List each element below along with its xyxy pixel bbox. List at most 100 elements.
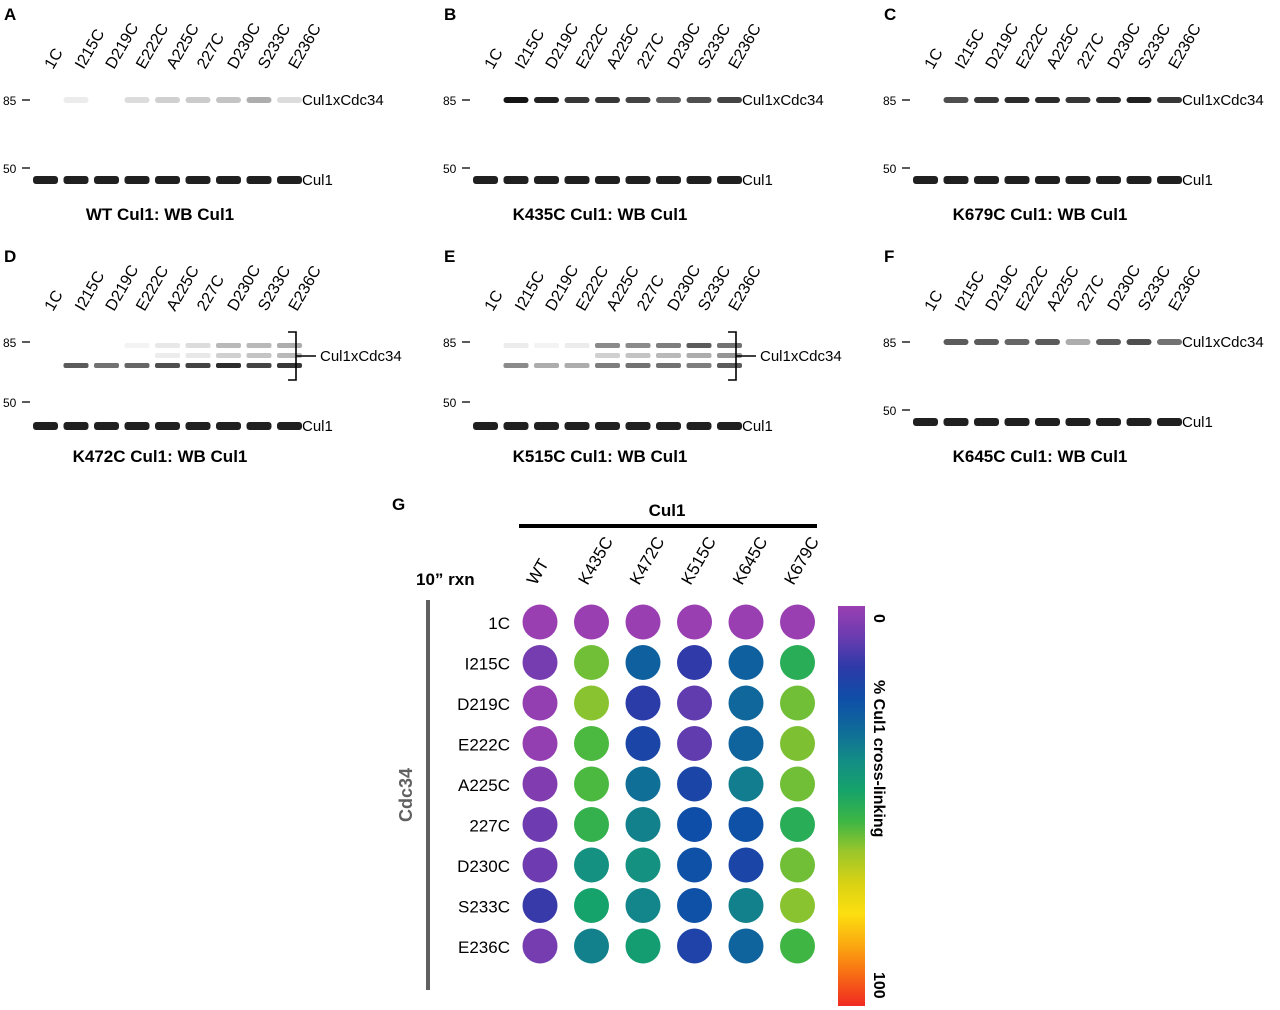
crosslink-band: [686, 343, 712, 348]
crosslink-band: [1065, 339, 1091, 345]
lane-label: 1C: [42, 288, 67, 314]
lane-label: 227C: [1074, 30, 1108, 72]
crosslink-label: Cul1xCdc34: [1182, 92, 1264, 109]
heatmap-cell: [574, 928, 609, 964]
heatmap-cell: [522, 807, 558, 842]
cul1-band: [656, 176, 681, 184]
cul1-band: [216, 176, 241, 184]
cul1-band: [124, 176, 150, 184]
heatmap-cell: [677, 604, 712, 640]
cul1-label: Cul1: [742, 418, 773, 435]
heatmap-cell: [677, 847, 712, 883]
row-label: E222C: [458, 736, 510, 755]
column-label: K679C: [781, 533, 823, 588]
heatmap-cell: [780, 685, 815, 721]
heatmap-cell: [780, 928, 815, 964]
crosslink-band: [277, 363, 302, 368]
column-label: K645C: [729, 533, 771, 588]
heatmap-cell: [780, 645, 815, 680]
column-label: K435C: [575, 533, 617, 588]
cul1-band: [124, 422, 150, 430]
cul1-label: Cul1: [1182, 172, 1213, 189]
cul1-band: [473, 422, 498, 430]
heatmap-cell: [728, 807, 764, 842]
heatmap-cell: [728, 888, 764, 923]
crosslink-band: [625, 343, 651, 348]
crosslink-band: [1004, 339, 1030, 345]
mw-marker-50: 50: [3, 396, 17, 410]
panel-letter: F: [884, 247, 894, 266]
lane-label: I215C: [72, 27, 108, 72]
lane-label: I215C: [952, 269, 988, 314]
crosslink-band: [124, 363, 150, 368]
crosslink-band: [503, 363, 529, 368]
crosslink-band: [216, 97, 241, 103]
crosslink-band: [277, 343, 302, 348]
crosslink-band: [974, 97, 999, 103]
crosslink-band: [686, 363, 712, 368]
lane-label: 227C: [1074, 272, 1108, 314]
mw-marker-85: 85: [3, 94, 17, 108]
panel-caption: K435C Cul1: WB Cul1: [513, 205, 688, 224]
heatmap-cell: [677, 888, 712, 923]
crosslink-band: [1096, 97, 1121, 103]
crosslink-band: [625, 363, 651, 368]
crosslink-band: [717, 97, 742, 103]
crosslink-band: [534, 363, 559, 368]
heatmap-cell: [625, 888, 661, 923]
cul1-band: [974, 418, 999, 426]
crosslink-band: [595, 363, 620, 368]
colorbar-label: % Cul1 cross-linking: [870, 680, 887, 837]
cul1-band: [155, 176, 180, 184]
crosslink-band: [595, 353, 620, 358]
crosslink-band: [216, 343, 241, 348]
heatmap-cell: [677, 645, 712, 680]
mw-marker-85: 85: [443, 336, 457, 350]
lane-label: I215C: [512, 269, 548, 314]
heatmap-cell: [574, 888, 609, 923]
cul1-band: [63, 422, 89, 430]
cul1-band: [1096, 418, 1121, 426]
cul1-band: [1126, 176, 1152, 184]
mw-marker-85: 85: [883, 94, 897, 108]
crosslink-band: [246, 353, 272, 358]
crosslink-band: [943, 339, 969, 345]
heatmap-cell: [574, 847, 609, 883]
heatmap-cell: [677, 807, 712, 842]
row-label: A225C: [458, 776, 510, 795]
mw-marker-50: 50: [883, 162, 897, 176]
crosslink-band: [155, 97, 180, 103]
cul1-band: [1065, 176, 1091, 184]
cul1-band: [246, 422, 272, 430]
row-label: D219C: [457, 695, 510, 714]
crosslink-band: [564, 97, 590, 103]
heatmap-cell: [677, 928, 712, 964]
heatmap-cell: [677, 685, 712, 721]
heatmap-cell: [625, 847, 661, 883]
cul1-band: [686, 422, 712, 430]
mw-marker-50: 50: [443, 396, 457, 410]
cul1-band: [625, 422, 651, 430]
cul1-band: [1035, 176, 1060, 184]
panel-letter: A: [4, 5, 16, 24]
heatmap-cell: [574, 604, 609, 640]
crosslink-band: [656, 353, 681, 358]
crosslink-band: [277, 97, 302, 103]
heatmap-cell: [728, 604, 764, 640]
crosslink-band: [185, 97, 211, 103]
crosslink-label: Cul1xCdc34: [742, 92, 824, 109]
column-label: K515C: [678, 533, 720, 588]
heatmap-cell: [677, 726, 712, 761]
crosslink-band: [686, 97, 712, 103]
lane-label: 227C: [634, 272, 668, 314]
cul1-band: [913, 176, 938, 184]
cul1-band: [185, 422, 211, 430]
lane-label: 227C: [634, 30, 668, 72]
crosslink-band: [1004, 97, 1030, 103]
mw-marker-85: 85: [883, 336, 897, 350]
cul1-band: [1065, 418, 1091, 426]
crosslink-band: [1126, 339, 1152, 345]
blot-panel-b: B1C I215CD219CE222CA225C227CD230CS233CE23…: [443, 5, 824, 224]
blot-panel-d: D1C I215CD219CE222CA225C227CD230CS233CE23…: [3, 247, 402, 466]
reaction-label: 10” rxn: [416, 570, 475, 589]
